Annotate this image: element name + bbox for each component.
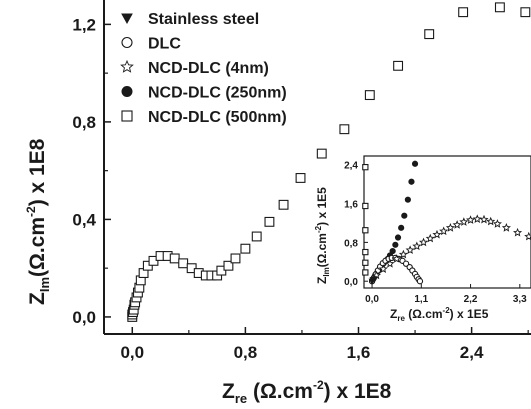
inset-data-point [416,278,424,285]
legend-marker [121,13,133,25]
inset-data-point [392,241,399,248]
data-point [169,253,180,264]
inset-data-point [425,233,435,243]
inset-data-point [398,249,408,259]
inset-data-point [472,214,482,223]
inset-data-point [362,227,369,234]
inset-data-point [362,259,369,266]
x-tick-label: 0,8 [234,343,258,362]
inset-data-point [404,196,411,203]
inset-data-point [392,254,402,263]
data-point [520,7,531,18]
inset-data-point [362,202,369,210]
data-point [295,173,306,183]
inset-x-tick-label: 3,3 [513,294,527,305]
inset-data-point [501,223,511,232]
inset-data-point [412,241,422,251]
inset-data-point [513,227,523,237]
inset-data-point [362,248,369,256]
inset-data-point [362,269,369,276]
data-point [424,29,435,40]
inset-x-tick-label: 0,0 [365,294,379,305]
y-tick-label: 0,0 [72,308,96,327]
data-point [494,2,505,13]
inset-data-point [398,224,405,231]
data-point [240,243,251,254]
inset-data-point [378,264,388,273]
main-plot: 0,0 0,8 1,6 2,4 0,0 0,4 0,8 1,2 Stainless steel… [24,0,531,406]
inset-data-point [439,226,449,236]
data-point [339,124,350,135]
inset-y-tick-label: 1,6 [344,200,358,211]
data-point [251,231,262,242]
legend-label: NCD-DLC (500nm) [148,109,287,126]
inset-data-point [479,214,489,224]
inset-data-point [408,178,415,185]
inset-data-point [389,248,396,255]
inset-data-point [524,231,531,241]
inset-data-point [394,234,402,241]
inset-data-point [419,237,429,247]
data-point [393,60,404,71]
x-tick-label: 0,0 [120,343,144,362]
inset-y-tick-label: 0,0 [344,277,358,288]
data-point [316,148,327,159]
x-tick-label: 1,6 [347,343,371,362]
inset-data-point [452,220,462,229]
inset-data-point [486,216,496,226]
data-point [178,258,189,269]
inset-data-point [411,160,419,167]
legend-marker [120,59,134,73]
inset-data-point [401,212,408,219]
legend-label: Stainless steel [148,11,259,28]
legend-marker [121,110,133,122]
inset-x-tick-label: 1,1 [414,294,428,305]
data-point [223,260,234,271]
legend-label: DLC [148,36,181,53]
inset-data-point [492,219,502,228]
inset-x-axis-title: Zre (Ω.cm-2) x 1E5 [390,306,489,323]
inset-data-point [432,229,442,239]
inset-x-tick-label: 2,2 [464,294,478,305]
data-point [458,7,469,18]
legend-label: NCD-DLC (250nm) [148,85,287,102]
y-tick-label: 0,4 [72,210,96,229]
y-axis-title: ZIm(Ω.cm-2) x 1E8 [24,138,52,305]
data-point [230,253,241,264]
legend-label: NCD-DLC (4nm) [148,60,269,77]
inset-data-point [459,217,469,226]
inset-frame [363,155,531,289]
x-tick-label: 2,4 [460,343,484,362]
inset-y-axis-title: ZIm(Ω.cm-2) x 1E5 [314,187,331,284]
inset-data-point [370,276,378,283]
inset-data-point [362,164,369,171]
y-tick-label: 0,8 [72,113,96,132]
inset-y-tick-label: 0,8 [344,238,358,249]
inset-data-point [466,215,476,224]
inset-y-tick-label: 2,4 [344,161,358,172]
legend: Stainless steel DLC NCD-DLC (4nm) NCD-DLC (… [120,11,287,126]
legend-marker [121,36,133,49]
data-point [264,216,275,227]
inset-plot: 0,0 1,1 2,2 3,3 0,0 0,8 1,6 2,4 Zre (Ω.cm-2) x … [314,155,531,323]
data-point [278,199,289,210]
inset-data-point [445,223,455,232]
data-point [364,90,375,101]
legend-marker [121,86,133,97]
x-axis-title: Zre (Ω.cm-2) x 1E8 [222,378,392,406]
y-tick-label: 1,2 [72,15,96,34]
inset-data-point [405,245,415,255]
inset-data-point [385,258,395,268]
